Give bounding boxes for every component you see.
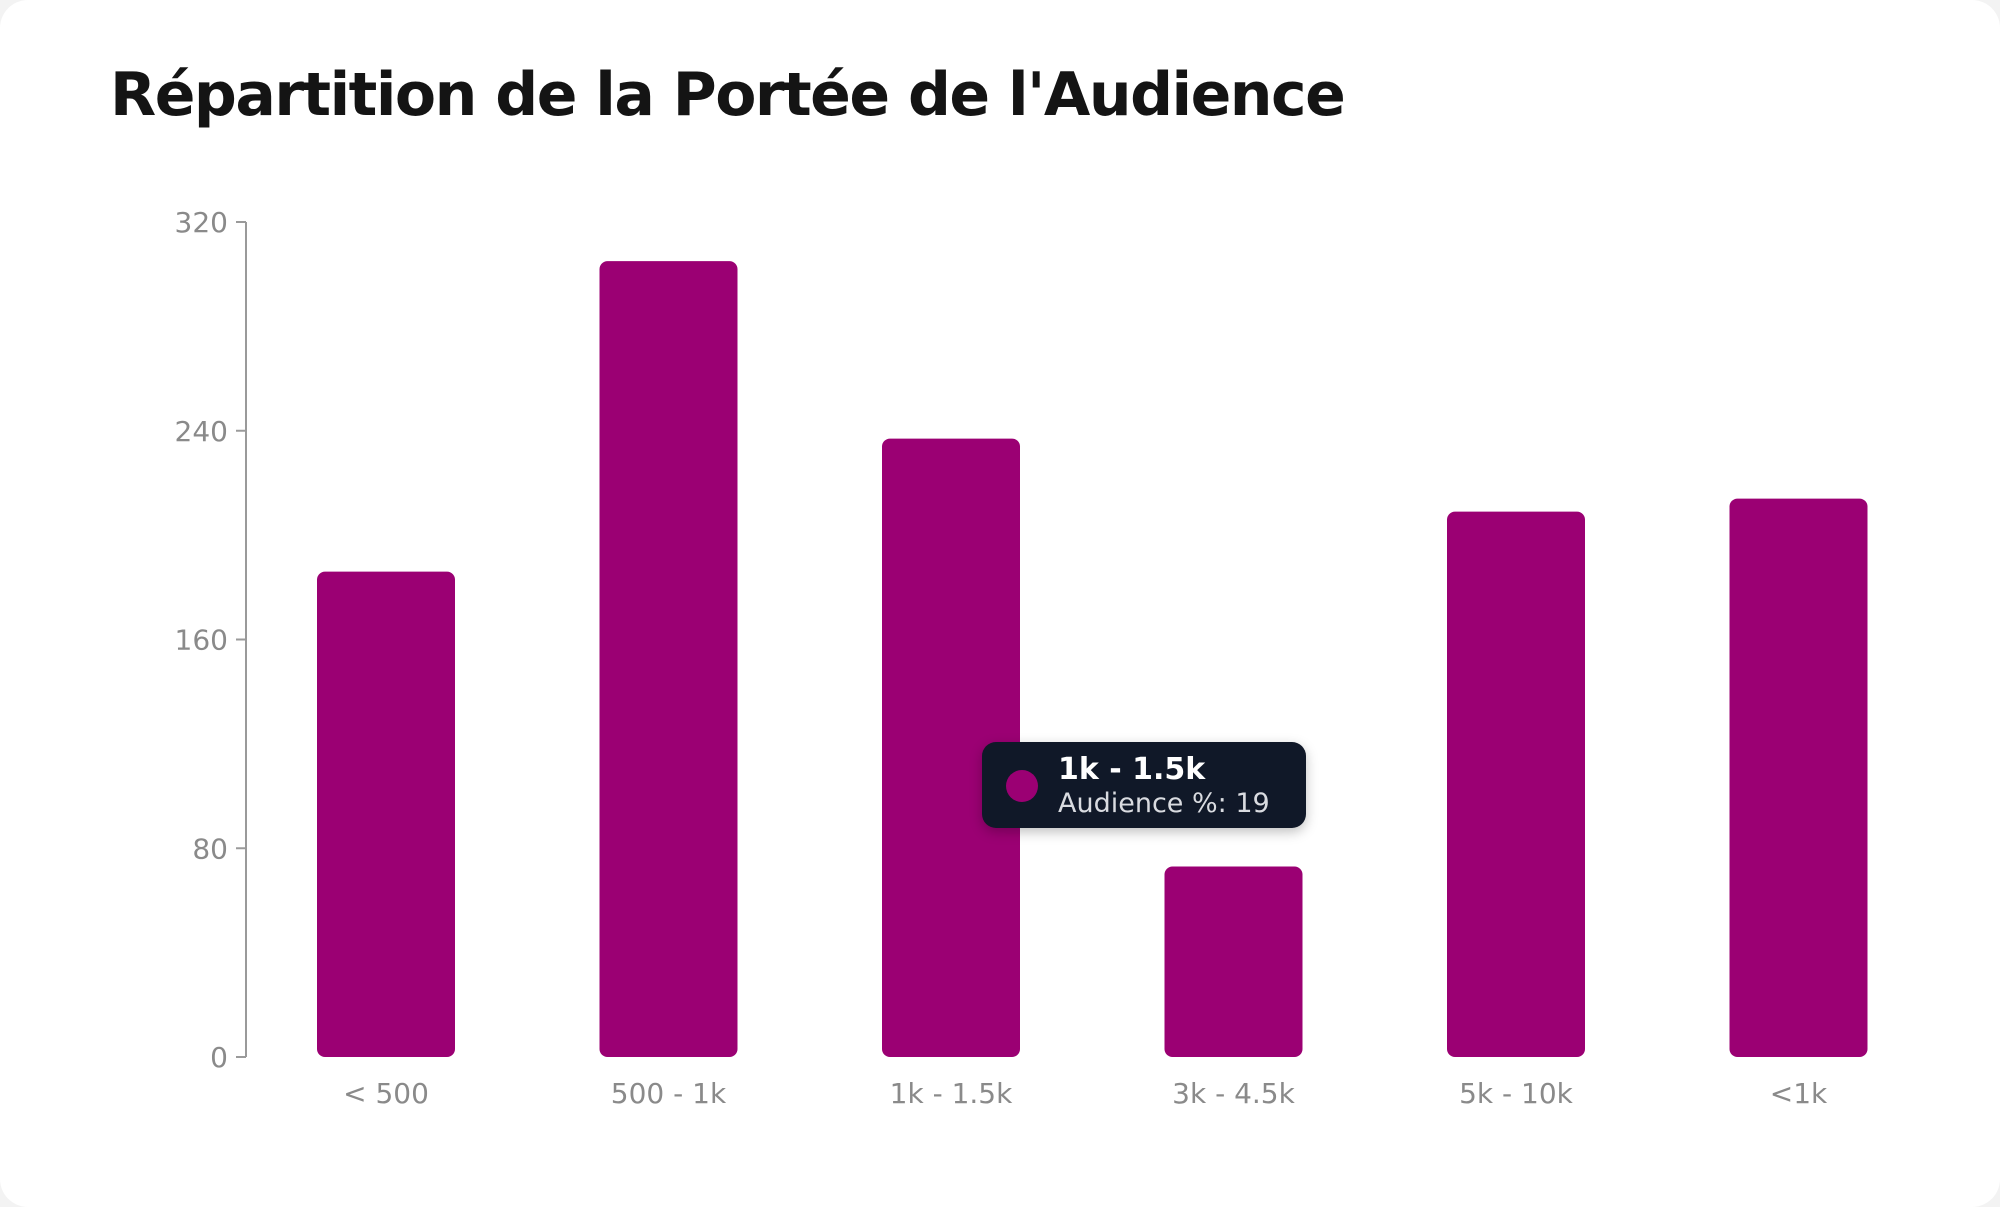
tooltip-series-dot: [1006, 770, 1038, 802]
y-tick-label: 320: [175, 206, 228, 239]
bar[interactable]: [1164, 866, 1303, 1057]
tooltip-title: 1k - 1.5k: [1058, 752, 1206, 787]
bar[interactable]: [882, 438, 1020, 1057]
x-tick-label: 5k - 10k: [1459, 1077, 1574, 1110]
x-tick-label: 1k - 1.5k: [890, 1077, 1013, 1110]
x-tick-label: 3k - 4.5k: [1172, 1077, 1295, 1110]
y-tick-label: 160: [175, 624, 228, 657]
bar[interactable]: [1729, 498, 1868, 1057]
x-tick-label: 500 - 1k: [611, 1077, 727, 1110]
bar[interactable]: [317, 571, 455, 1057]
y-tick-label: 0: [210, 1041, 228, 1074]
x-tick-label: <1k: [1770, 1077, 1828, 1110]
y-tick-label: 240: [175, 415, 228, 448]
tooltip-value: Audience %: 19: [1058, 788, 1270, 819]
y-tick-label: 80: [192, 832, 228, 865]
chart-title: Répartition de la Portée de l'Audience: [110, 60, 1346, 130]
x-tick-label: < 500: [343, 1077, 429, 1110]
bar[interactable]: [599, 261, 738, 1057]
chart-tooltip: 1k - 1.5k Audience %: 19: [982, 742, 1306, 828]
bar[interactable]: [1447, 511, 1585, 1057]
